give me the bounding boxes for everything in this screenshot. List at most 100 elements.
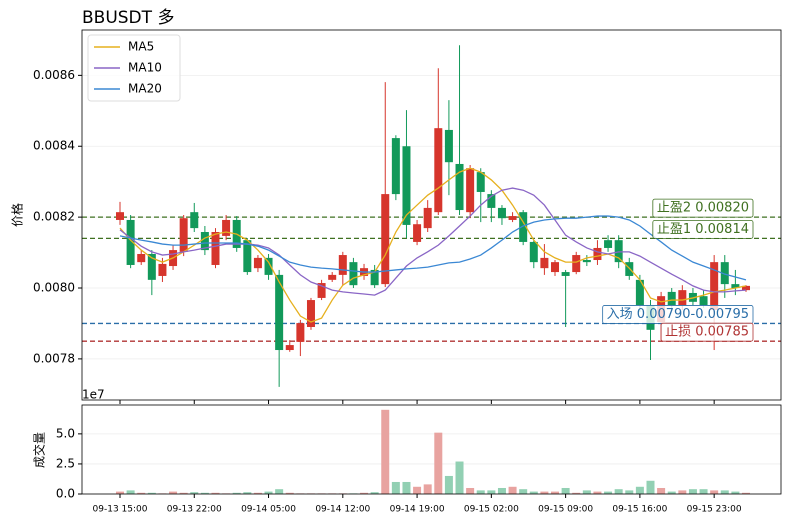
candle-body [635, 279, 644, 306]
legend-label: MA5 [128, 40, 154, 54]
x-tick-label: 09-14 19:00 [390, 505, 445, 515]
volume-bar [487, 490, 496, 494]
candle-body [402, 146, 411, 225]
candle-body [306, 300, 315, 327]
candle-body [434, 128, 443, 213]
candle-body [455, 163, 464, 211]
volume-bar [360, 492, 369, 494]
candle-body [699, 296, 708, 306]
volume-axis-label: 成交量 [32, 432, 47, 468]
volume-bar [635, 486, 644, 494]
y-tick-label: 2.5 [56, 456, 75, 470]
volume-bar [370, 492, 379, 494]
volume-bar [699, 489, 708, 494]
volume-bar [476, 490, 485, 494]
candle-body [116, 212, 124, 220]
candle-body [370, 269, 379, 286]
y-tick-label: 0.0086 [33, 68, 75, 82]
candle-body [349, 262, 358, 286]
volume-bar [200, 492, 209, 494]
candle-body [413, 224, 422, 242]
candle-body [423, 207, 432, 229]
y-tick-label: 0.0082 [33, 210, 75, 224]
volume-bar [190, 492, 199, 494]
volume-bar [253, 492, 262, 494]
volume-bar [466, 487, 475, 494]
volume-bar [169, 491, 178, 494]
x-tick-label: 09-15 23:00 [687, 505, 742, 515]
candle-body [317, 283, 326, 298]
level-label-text: 止损 0.00785 [665, 325, 749, 340]
volume-bar [572, 492, 581, 494]
volume-bar [519, 489, 528, 494]
volume-bar [508, 486, 517, 494]
y-tick-label: 0.0078 [33, 351, 75, 365]
volume-bar [561, 487, 570, 494]
candle-body [264, 257, 273, 275]
x-tick-label: 09-15 16:00 [612, 505, 667, 515]
volume-bar [381, 409, 390, 494]
volume-bar [413, 486, 422, 494]
volume-bar [497, 487, 506, 494]
x-tick-label: 09-14 05:00 [241, 505, 296, 515]
candle-body [604, 240, 613, 248]
level-label: 止盈1 0.00814 [652, 219, 754, 239]
volume-bar [285, 492, 294, 494]
x-tick-label: 09-14 12:00 [315, 505, 370, 515]
volume-bar [211, 492, 220, 494]
volume-bar [614, 489, 623, 494]
candle-body [296, 323, 305, 342]
volume-bar [137, 492, 146, 494]
volume-bar [402, 481, 411, 494]
level-label-box [652, 198, 754, 218]
candle-body [243, 240, 252, 273]
volume-bar [423, 484, 432, 494]
candle-body [551, 262, 560, 273]
candle-body [253, 257, 262, 269]
candle-body [476, 172, 485, 192]
candle-body [328, 274, 337, 280]
candle-body [731, 284, 740, 289]
ma-line [119, 187, 747, 296]
x-tick-label: 09-15 02:00 [464, 505, 519, 515]
volume-bar [243, 492, 252, 494]
candle-body [126, 219, 135, 265]
candle-body [614, 240, 623, 263]
legend-box [87, 34, 181, 102]
volume-bar [625, 490, 634, 494]
volume-bar [455, 461, 464, 494]
volume-bar [741, 492, 750, 494]
volume-bar [264, 491, 273, 494]
x-tick-label: 09-13 15:00 [93, 505, 148, 515]
volume-bar [275, 489, 284, 494]
ma-line [119, 167, 747, 323]
candle-body [678, 290, 687, 306]
candle-body [179, 218, 188, 252]
level-label-text: 止盈1 0.00814 [657, 222, 749, 237]
volume-bar [657, 487, 666, 494]
volume-bar [147, 492, 156, 494]
candle-body [529, 241, 538, 263]
candle-body [720, 262, 729, 285]
volume-bar [720, 490, 729, 494]
candle-body [391, 138, 400, 195]
volume-bar [604, 491, 613, 494]
candle-body [147, 253, 156, 280]
level-label: 止盈2 0.00820 [652, 198, 754, 218]
plot-frame [81, 29, 782, 401]
volume-bar [710, 490, 719, 494]
volume-bar [540, 491, 549, 494]
level-label-box [652, 219, 754, 239]
x-tick-label: 09-13 22:00 [167, 505, 222, 515]
volume-bar [126, 490, 135, 494]
level-label-text: 入场 0.00790-0.00795 [607, 307, 749, 322]
y-tick-label: 0.0084 [33, 139, 75, 153]
volume-bar [179, 492, 188, 494]
candle-body [190, 212, 199, 229]
level-label: 止损 0.00785 [660, 322, 754, 342]
y-tick-label: 5.0 [56, 426, 75, 440]
volume-bar [678, 490, 687, 494]
ma-line [119, 215, 747, 281]
candle-body [593, 247, 602, 261]
